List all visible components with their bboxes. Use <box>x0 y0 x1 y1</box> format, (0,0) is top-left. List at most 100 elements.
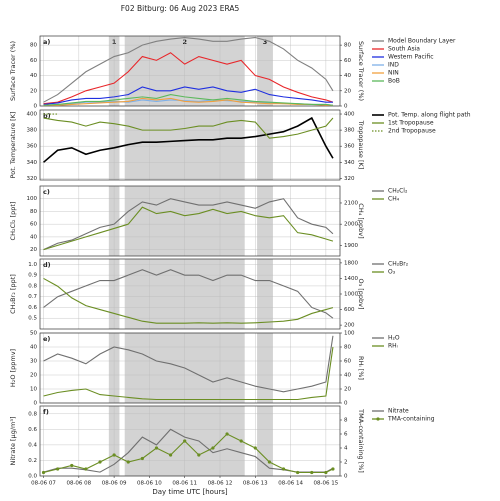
y-tick-label: 360 <box>27 144 38 150</box>
series-line <box>43 36 334 103</box>
y-axis-label: Pot. Temperature [K] <box>9 112 17 179</box>
data-point <box>126 460 130 464</box>
flight-segment <box>257 186 273 256</box>
plot-frame <box>39 35 341 107</box>
y2-tick-label: 1400 <box>344 276 358 282</box>
data-point <box>56 467 60 471</box>
data-point <box>98 460 102 464</box>
data-point <box>197 453 201 457</box>
y2-tick-label: 2100 <box>344 200 358 206</box>
series-line <box>43 94 333 106</box>
flight-segment <box>257 406 273 476</box>
y-tick-label: 100 <box>27 196 38 202</box>
y-tick-label: 0 <box>34 401 38 407</box>
plot-frame <box>39 109 341 181</box>
flight-segment <box>257 333 273 403</box>
y2-axis-label: Tropopause [K] <box>357 120 365 170</box>
y2-tick-label: 1000 <box>344 292 358 298</box>
panel-label: b) <box>43 112 51 120</box>
y-axis-label: CH₂Cl₂ [ppt] <box>9 202 17 241</box>
data-point <box>310 470 314 475</box>
data-point <box>239 439 243 443</box>
y-tick-label: 380 <box>27 128 38 134</box>
series-line <box>43 277 334 324</box>
y2-tick-label: 340 <box>344 160 355 166</box>
data-point <box>140 456 144 461</box>
series-line <box>43 346 334 401</box>
series-line <box>43 198 334 251</box>
y2-axis-label: RHᵢ [%] <box>357 356 365 380</box>
y-tick-label: 0.2 <box>28 458 37 464</box>
panel-label: d) <box>43 261 51 269</box>
y2-tick-label: 100 <box>344 331 355 337</box>
legend-label: South Asia <box>388 46 420 53</box>
y2-tick-label: 4 <box>344 446 348 452</box>
legend-label: CH₂Br₂ <box>388 261 409 268</box>
y-tick-label: 0.7 <box>28 294 37 300</box>
legend-label: Pot. Temp. along flight path <box>388 112 471 119</box>
y-tick-label: 50 <box>30 331 37 337</box>
y-tick-label: 40 <box>30 345 37 351</box>
flight-segment <box>257 259 273 329</box>
data-point <box>253 446 257 450</box>
y-tick-label: 0.0 <box>28 474 37 480</box>
legend-label: 1st Tropopause <box>388 120 434 127</box>
y-tick-label: 0.9 <box>28 273 37 279</box>
y2-tick-label: 200 <box>344 323 355 329</box>
y-axis-label: H₂O [ppmv] <box>9 349 17 387</box>
y-tick-label: 10 <box>30 387 37 393</box>
legend-label: Western Pacific <box>388 54 434 61</box>
y-tick-label: 0.4 <box>28 442 37 448</box>
y2-tick-label: 60 <box>344 359 351 365</box>
flight-segment <box>257 36 273 106</box>
y2-axis-label: CH₄ [ppbv] <box>357 203 365 238</box>
data-point <box>70 463 74 468</box>
y2-tick-label: 360 <box>344 144 355 150</box>
y2-axis-label: O₃ [ppbv] <box>357 278 365 309</box>
y-tick-label: 20 <box>30 88 37 94</box>
legend-label: CH₄ <box>388 196 400 203</box>
y-tick-label: 80 <box>30 209 37 215</box>
data-point <box>211 446 215 450</box>
x-tick-label: 08-06 11 <box>172 481 197 487</box>
data-point <box>84 467 88 471</box>
y2-axis-label: Surface Tracer (%) <box>357 41 365 101</box>
x-tick-label: 08-06 13 <box>243 481 268 487</box>
data-point <box>183 439 187 443</box>
y2-tick-label: 400 <box>344 112 355 118</box>
y-tick-label: 0.6 <box>28 305 37 311</box>
y2-tick-label: 1900 <box>344 243 358 249</box>
y2-tick-label: 20 <box>344 88 351 94</box>
data-point <box>324 470 328 475</box>
data-point <box>41 470 46 475</box>
series-line <box>43 433 334 474</box>
y-tick-label: 20 <box>30 373 37 379</box>
y-axis-label: CH₂Br₂ [ppt] <box>9 274 17 314</box>
x-tick-label: 08-06 12 <box>208 481 233 487</box>
series-line <box>43 117 334 139</box>
y-tick-label: 80 <box>30 43 37 49</box>
y2-tick-label: 0 <box>344 401 348 407</box>
data-point <box>168 453 173 457</box>
y-tick-label: 40 <box>30 73 37 79</box>
legend-label: H₂O <box>388 335 400 342</box>
y2-tick-label: 600 <box>344 307 355 313</box>
series-line <box>43 52 334 105</box>
y-tick-label: 0.5 <box>28 316 37 322</box>
y-tick-label: 400 <box>27 112 38 118</box>
segment-label: 3 <box>263 38 268 46</box>
data-point <box>281 467 286 471</box>
x-tick-label: 08-06 09 <box>102 481 127 487</box>
series-line <box>43 116 334 163</box>
x-axis-label: Day time UTC [hours] <box>152 488 228 496</box>
y2-tick-label: 80 <box>344 345 351 351</box>
legend-label: RHᵢ <box>388 343 398 350</box>
panel-label: f) <box>43 408 49 416</box>
data-point <box>154 446 159 450</box>
y2-tick-label: 6 <box>344 432 348 438</box>
y2-tick-label: 60 <box>344 58 351 64</box>
x-tick-label: 08-06 15 <box>314 481 339 487</box>
legend-marker <box>376 417 380 421</box>
y2-tick-label: 380 <box>344 128 355 134</box>
legend-label: Nitrate <box>388 408 409 415</box>
